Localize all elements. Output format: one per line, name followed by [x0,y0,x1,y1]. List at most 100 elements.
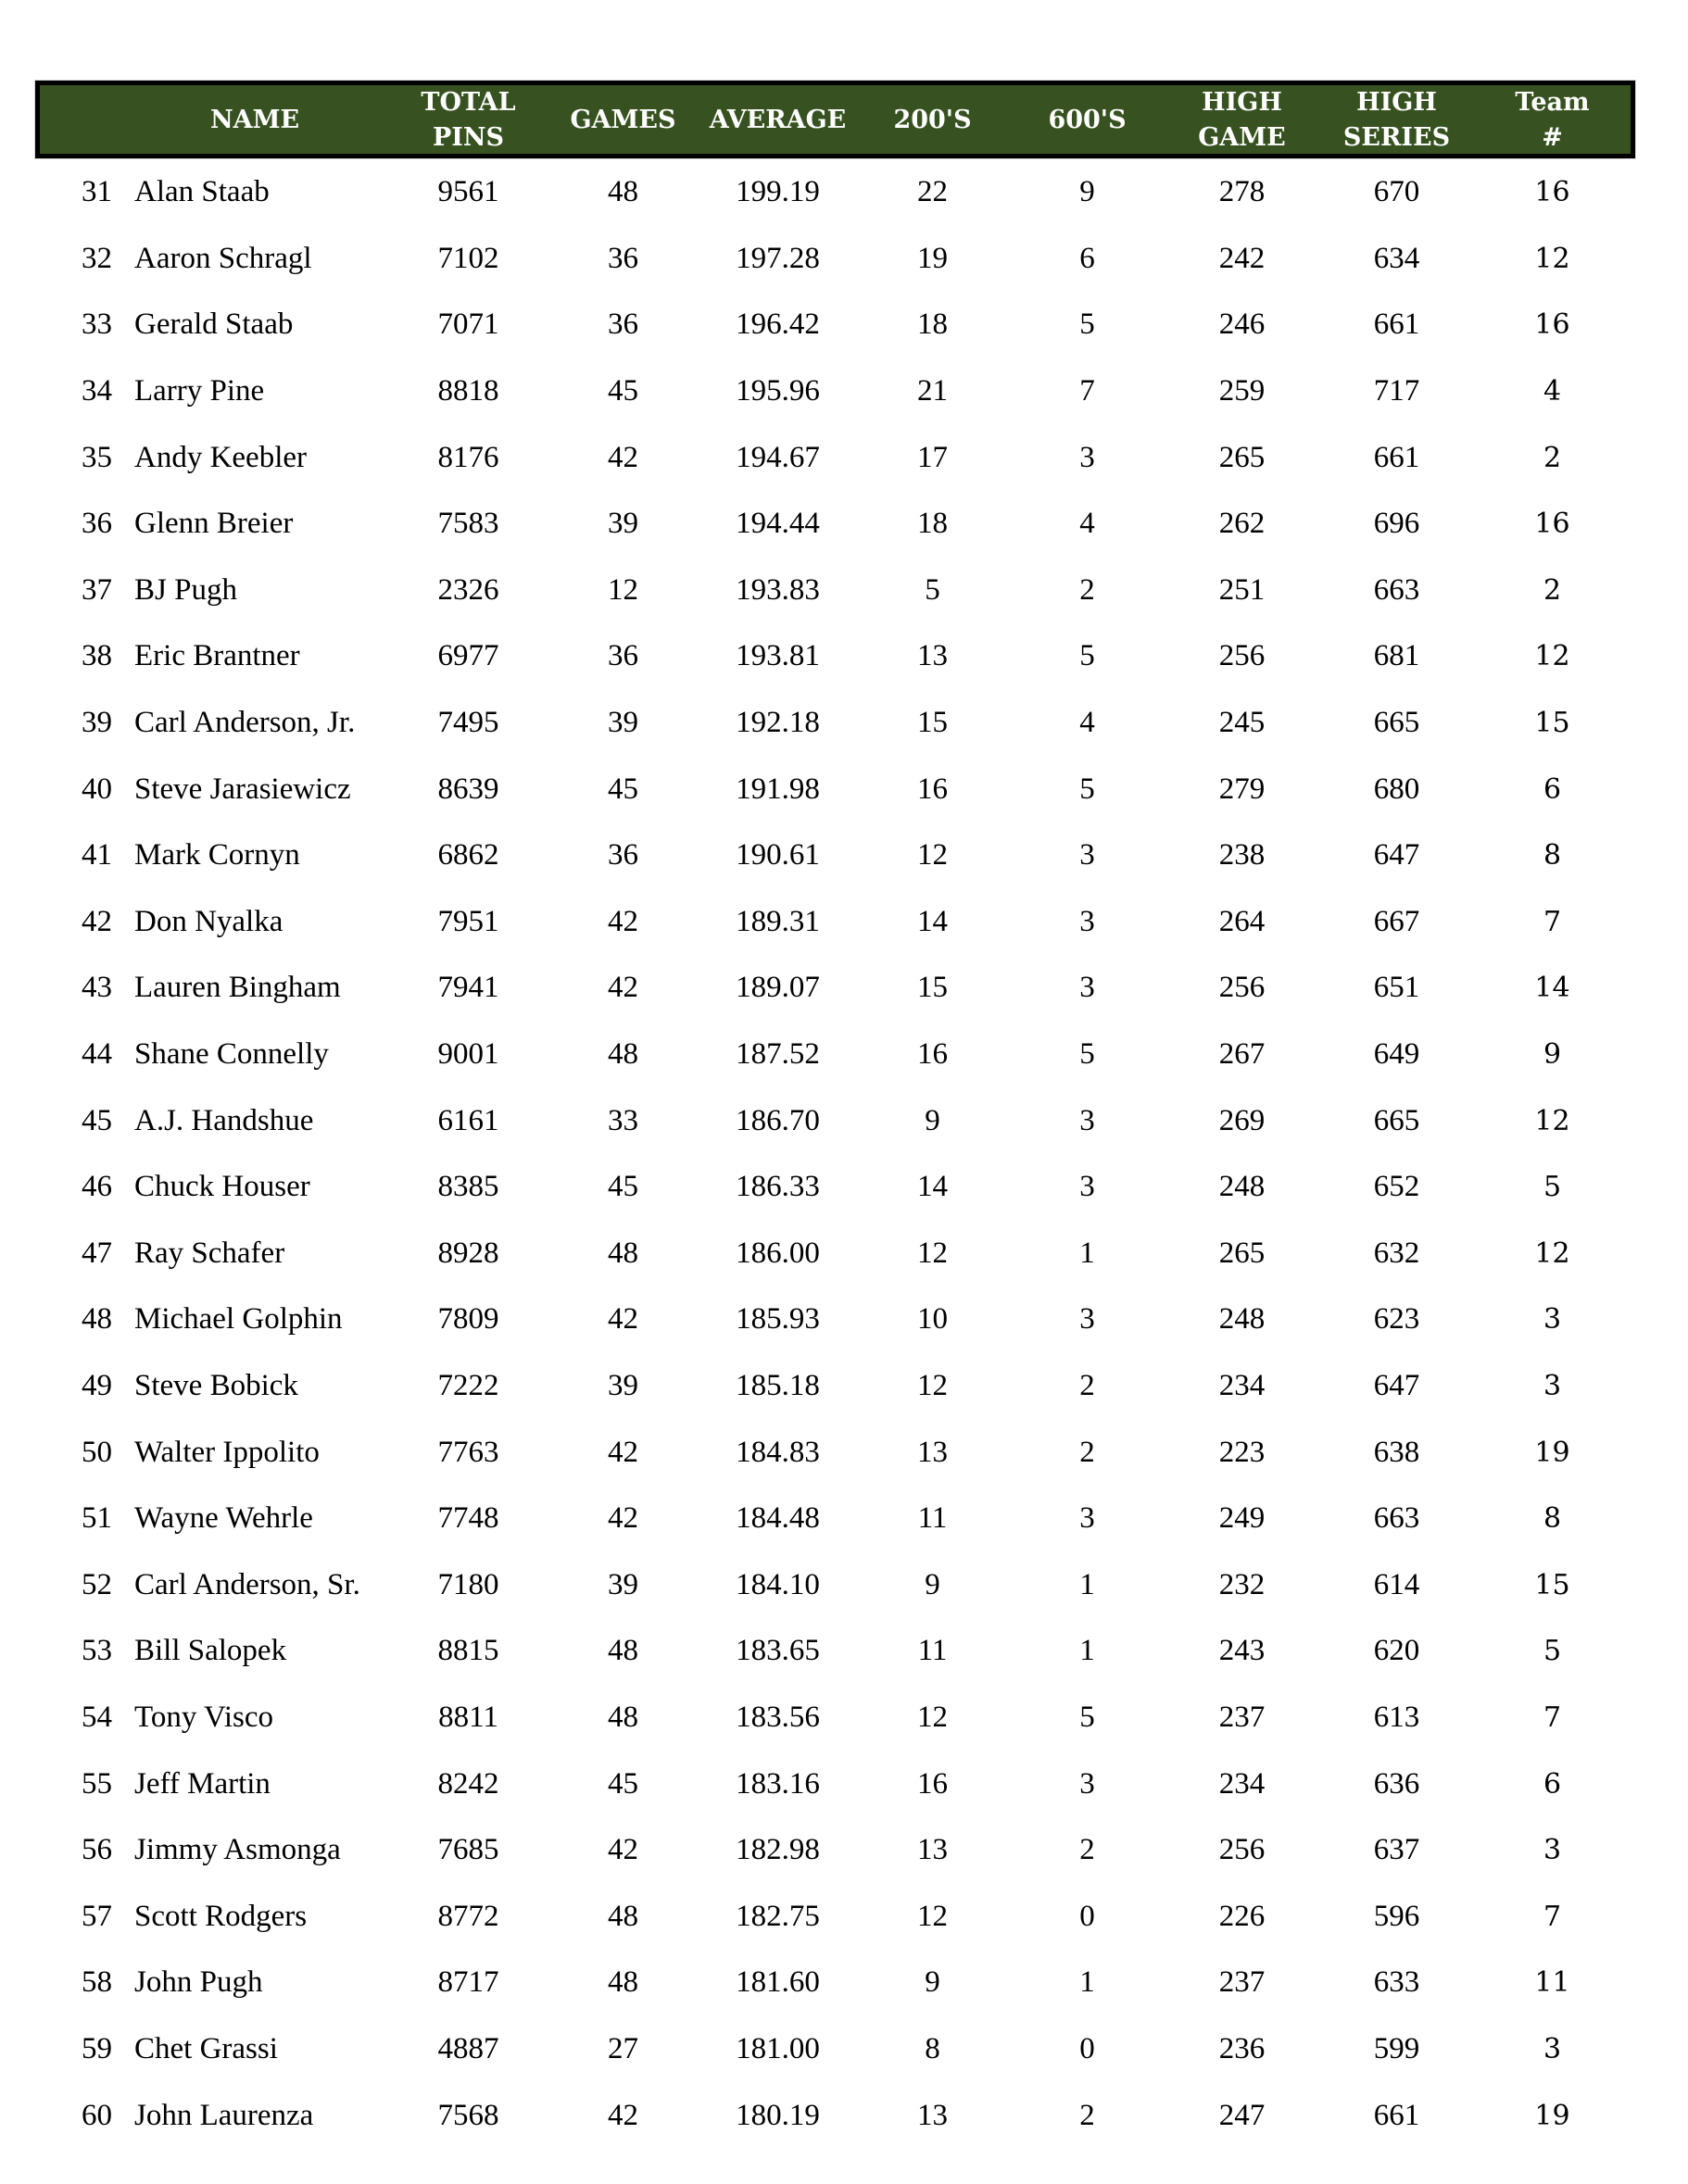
rank-number: 49 [82,1368,112,1402]
high-game: 237 [1218,1700,1266,1734]
200s-count: 11 [917,1501,948,1536]
column-header-high-series: HIGH SERIES [1319,85,1474,157]
200s-count: 15 [917,971,948,1005]
200s-count: 22 [917,175,948,209]
player-name: Gerald Staab [134,308,294,342]
total-pins: 7809 [437,1302,499,1337]
high-game: 269 [1218,1103,1266,1137]
high-series: 717 [1373,374,1420,408]
average: 193.83 [736,572,820,607]
games: 42 [608,2098,638,2132]
games: 45 [608,374,638,408]
high-series: 680 [1373,772,1420,806]
rank-number: 34 [82,374,112,408]
player-name: Alan Staab [134,175,270,209]
200s-count: 18 [917,507,948,541]
player-name: Carl Anderson, Jr. [134,706,356,740]
rank-number: 35 [82,440,112,474]
games: 48 [608,1236,638,1270]
table-row: 36 Glenn Breier 7583 39 194.44 18 4 262 696 16 [40,491,1631,558]
high-game: 247 [1218,2098,1266,2132]
200s-count: 16 [917,1037,948,1072]
games: 42 [608,1833,638,1867]
600s-count: 4 [1079,507,1095,541]
table-row: 57 Scott Rodgers 8772 48 182.75 12 0 226 596 7 [40,1883,1631,1950]
table-row: 56 Jimmy Asmonga 7685 42 182.98 13 2 256 637 3 [40,1817,1631,1884]
games: 42 [608,1435,638,1469]
player-name: Scott Rodgers [134,1899,308,1933]
player-name: Ray Schafer [134,1236,285,1270]
average: 186.70 [736,1103,820,1137]
200s-count: 12 [917,1700,948,1734]
total-pins: 7568 [437,2098,499,2132]
rank-number: 31 [82,175,112,209]
games: 45 [608,772,638,806]
average: 185.18 [736,1368,820,1402]
team-number: 19 [1534,2099,1570,2132]
600s-count: 3 [1079,971,1095,1005]
600s-count: 1 [1079,1236,1095,1270]
total-pins: 8717 [437,1965,499,2000]
player-name: Walter Ippolito [134,1435,320,1469]
high-game: 262 [1218,507,1266,541]
rank-number: 48 [82,1302,112,1337]
team-number: 16 [1534,308,1570,342]
games: 12 [608,572,638,607]
600s-count: 5 [1079,1700,1095,1734]
high-series: 663 [1373,572,1420,607]
table-row: 33 Gerald Staab 7071 36 196.42 18 5 246 661 16 [40,292,1631,358]
high-game: 265 [1218,440,1266,474]
column-header-total-pins: TOTAL PINS [391,85,546,157]
average: 186.00 [736,1236,820,1270]
600s-count: 1 [1079,1634,1095,1668]
games: 39 [608,507,638,541]
600s-count: 1 [1079,1965,1095,2000]
player-name: A.J. Handshue [134,1103,314,1137]
table-row: 58 John Pugh 8717 48 181.60 9 1 237 633 11 [40,1950,1631,2016]
high-game: 248 [1218,1170,1266,1204]
team-number: 3 [1543,1834,1562,1867]
high-series: 649 [1373,1037,1420,1072]
games: 42 [608,971,638,1005]
column-header-average: AVERAGE [700,103,855,138]
team-number: 12 [1534,242,1570,275]
player-name: Michael Golphin [134,1302,343,1337]
rank-number: 46 [82,1170,112,1204]
rank-number: 39 [82,706,112,740]
team-number: 14 [1534,972,1570,1005]
games: 36 [608,308,638,342]
games: 45 [608,1766,638,1801]
average: 182.98 [736,1833,820,1867]
team-number: 6 [1543,772,1562,806]
200s-count: 15 [917,706,948,740]
high-series: 696 [1373,507,1420,541]
table-row: 53 Bill Salopek 8815 48 183.65 11 1 243 620 5 [40,1618,1631,1685]
column-header-team-line2: # [1542,123,1563,153]
total-pins: 6977 [437,639,499,673]
rank-number: 37 [82,572,112,607]
games: 36 [608,639,638,673]
total-pins: 8815 [437,1634,499,1668]
table-row: 49 Steve Bobick 7222 39 185.18 12 2 234 647 3 [40,1353,1631,1420]
total-pins: 7763 [437,1435,499,1469]
high-game: 256 [1218,1833,1266,1867]
column-header-200s-label: 200'S [893,106,972,135]
games: 36 [608,838,638,872]
player-name: Chet Grassi [134,2031,278,2065]
column-header-high-series-line1: HIGH [1356,88,1437,117]
200s-count: 12 [917,838,948,872]
high-series: 665 [1373,706,1420,740]
games: 42 [608,1501,638,1536]
table-row: 50 Walter Ippolito 7763 42 184.83 13 2 223 638 19 [40,1419,1631,1486]
total-pins: 4887 [437,2031,499,2065]
team-number: 2 [1543,441,1562,474]
high-game: 237 [1218,1965,1266,2000]
high-series: 634 [1373,241,1420,275]
team-number: 9 [1543,1038,1562,1072]
total-pins: 7748 [437,1501,499,1536]
rank-number: 33 [82,308,112,342]
200s-count: 12 [917,1368,948,1402]
table-row: 39 Carl Anderson, Jr. 7495 39 192.18 15 4 245 66… [40,690,1631,757]
total-pins: 7583 [437,507,499,541]
600s-count: 5 [1079,639,1095,673]
